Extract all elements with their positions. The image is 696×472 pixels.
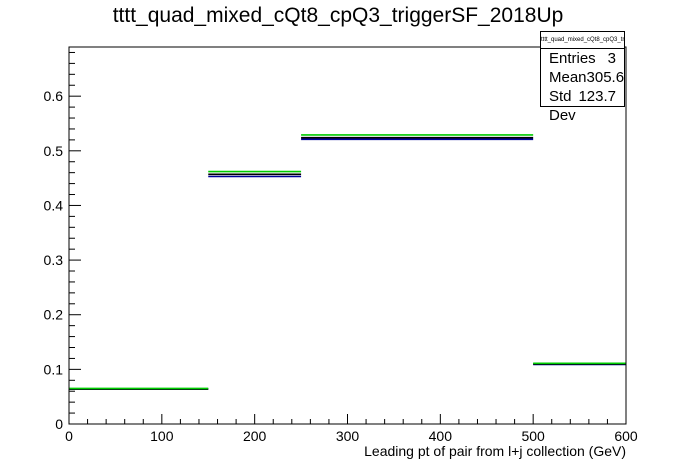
plot-frame [68, 46, 627, 425]
x-tick-label: 600 [614, 428, 638, 444]
x-tick-label: 500 [521, 428, 545, 444]
y-tick-label: 0.6 [44, 88, 64, 104]
stats-value: 3 [607, 50, 616, 67]
x-tick-label: 0 [65, 428, 73, 444]
stats-label: Entries [549, 50, 596, 67]
x-tick-label: 300 [336, 428, 360, 444]
histogram-bins [69, 134, 626, 390]
stats-row-mean: Mean 305.6 [541, 68, 624, 87]
y-tick-label: 0.4 [44, 197, 64, 213]
stats-value: 305.6 [586, 69, 625, 86]
y-tick-label: 0.3 [44, 252, 64, 268]
y-tick-label: 0 [55, 416, 63, 432]
stats-box: tttt_quad_mixed_cQt8_cpQ3_triggerSF_2018… [540, 31, 625, 124]
y-tick-label: 0.1 [44, 361, 64, 377]
stats-label: Std Dev [549, 88, 576, 124]
axis-ticks: 0 100 200 300 400 500 600 0 0.1 0.2 0.3 0.4 0.5 0.6 [44, 51, 638, 444]
stats-value: 123.7 [578, 88, 616, 105]
x-tick-label: 400 [429, 428, 453, 444]
stats-row-entries: Entries 3 [541, 49, 624, 68]
stats-label: Mean [549, 69, 587, 86]
y-tick-label: 0.2 [44, 307, 64, 323]
x-tick-label: 200 [243, 428, 267, 444]
stats-title: tttt_quad_mixed_cQt8_cpQ3_triggerSF_2018… [541, 32, 624, 49]
x-axis-label: Leading pt of pair from l+j collection (… [364, 443, 626, 459]
stats-row-stddev: Std Dev 123.7 [541, 87, 624, 125]
y-tick-label: 0.5 [44, 143, 64, 159]
x-tick-label: 100 [150, 428, 174, 444]
chart-title: tttt_quad_mixed_cQt8_cpQ3_triggerSF_2018… [112, 4, 564, 27]
